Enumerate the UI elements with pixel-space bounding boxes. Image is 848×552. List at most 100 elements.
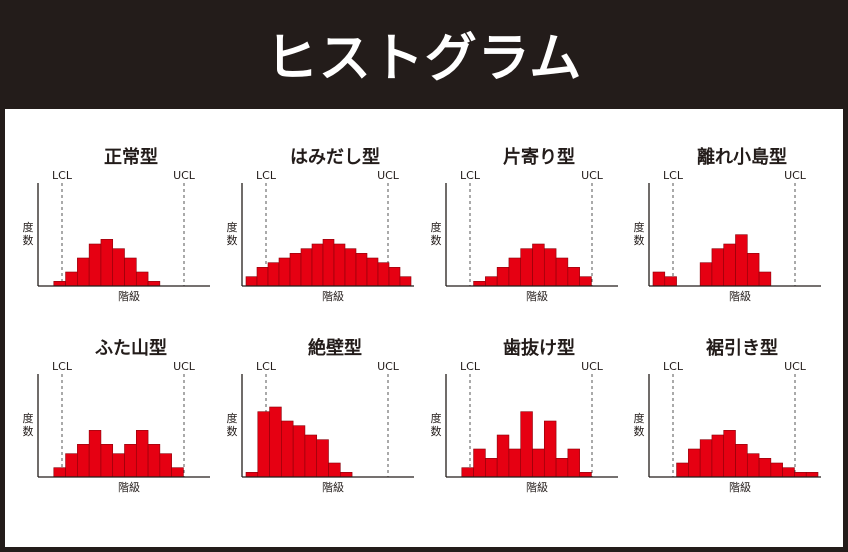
y-axis-label-bottom: 数	[227, 234, 238, 247]
histogram-bar	[461, 467, 474, 478]
histogram-bar	[278, 257, 291, 287]
histogram-bar	[579, 472, 592, 478]
x-axis-label: 階級	[118, 480, 140, 494]
histogram-bar	[746, 253, 760, 287]
lcl-label: LCL	[52, 169, 73, 182]
x-axis-label: 階級	[322, 480, 344, 494]
ucl-label: UCL	[784, 169, 807, 182]
histogram-bar	[688, 448, 701, 478]
histogram-bar	[355, 253, 368, 287]
lcl-label: LCL	[663, 169, 684, 182]
histogram-bar	[676, 462, 689, 478]
histogram-bar	[289, 253, 302, 287]
chart-title: ふた山型	[95, 337, 167, 359]
histogram-bar	[77, 444, 90, 478]
histogram-bar	[65, 271, 78, 287]
histogram-bar	[112, 248, 125, 287]
ucl-label: UCL	[784, 360, 807, 373]
histogram-bar	[339, 472, 353, 478]
histogram-bar	[782, 467, 795, 478]
ucl-label: UCL	[173, 360, 196, 373]
x-axis-label: 階級	[322, 289, 344, 303]
histogram-bar	[805, 472, 819, 478]
lcl-label: LCL	[256, 360, 277, 373]
histogram-bar	[333, 243, 346, 287]
histogram-bar	[699, 262, 713, 287]
y-axis-label-bottom: 数	[634, 425, 645, 438]
histogram-bar	[699, 439, 713, 478]
histogram-bar	[485, 276, 498, 287]
histogram-bar	[723, 243, 736, 287]
chart-title: 裾引き型	[706, 337, 778, 359]
histogram-bar	[135, 430, 149, 478]
x-axis-label: 階級	[526, 480, 548, 494]
y-axis-label-top: 度	[23, 411, 34, 425]
y-axis-label-bottom: 数	[431, 425, 442, 438]
histogram-bar	[53, 467, 66, 478]
histogram-bar	[245, 472, 259, 478]
histogram-bar	[366, 257, 379, 287]
chart-title: 正常型	[104, 146, 158, 168]
y-axis-label-bottom: 数	[634, 234, 645, 247]
histogram-bar	[53, 281, 66, 287]
histogram-bar	[567, 448, 580, 478]
histogram-bar	[555, 458, 569, 478]
y-axis-label-top: 度	[23, 220, 34, 234]
histogram-bar	[579, 276, 592, 287]
histogram-bar	[292, 425, 306, 478]
histogram-bar	[147, 281, 161, 287]
histogram-bar	[746, 453, 760, 478]
histogram-bar	[328, 462, 341, 478]
histogram-bar	[245, 276, 258, 287]
x-axis-label: 階級	[729, 289, 751, 303]
histogram-bar	[735, 234, 748, 287]
histogram-bar	[88, 430, 102, 478]
histogram-bar	[473, 281, 486, 287]
ucl-label: UCL	[581, 169, 604, 182]
histogram-bar	[135, 271, 149, 287]
lcl-label: LCL	[663, 360, 684, 373]
histogram-bar	[267, 262, 280, 287]
histogram-bar	[735, 444, 748, 478]
histogram-bar	[770, 462, 783, 478]
y-axis-label-top: 度	[634, 220, 645, 234]
histogram-bar	[399, 276, 412, 287]
histogram-bar	[300, 248, 313, 287]
y-axis-label-bottom: 数	[23, 425, 34, 438]
y-axis-label-top: 度	[227, 220, 238, 234]
histogram-bar	[256, 267, 269, 287]
ucl-label: UCL	[173, 169, 196, 182]
histogram-bar	[112, 453, 125, 478]
histogram-bar	[377, 262, 390, 287]
histogram-bar	[100, 239, 114, 287]
histogram-bar	[100, 444, 114, 478]
y-axis-label-top: 度	[431, 411, 442, 425]
y-axis-label-top: 度	[634, 411, 645, 425]
lcl-label: LCL	[256, 169, 277, 182]
chart-title: 片寄り型	[503, 146, 575, 168]
histogram-bar	[171, 467, 184, 478]
y-axis-label-top: 度	[227, 411, 238, 425]
x-axis-label: 階級	[118, 289, 140, 303]
histogram-bar	[758, 271, 772, 287]
histogram-bar	[532, 448, 545, 478]
histogram-bar	[520, 248, 533, 287]
histogram-bar	[269, 406, 282, 478]
chart-title: 歯抜け型	[503, 337, 575, 359]
histogram-bar	[77, 257, 90, 287]
histogram-bar	[794, 472, 807, 478]
y-axis-label-bottom: 数	[227, 425, 238, 438]
histogram-bar	[147, 444, 161, 478]
histogram-bar	[124, 257, 137, 287]
histogram-bar	[304, 434, 318, 478]
histogram-bar	[388, 267, 401, 287]
histogram-bar	[520, 411, 533, 478]
histogram-bar	[711, 248, 725, 287]
histogram-bar	[508, 448, 522, 478]
x-axis-label: 階級	[526, 289, 548, 303]
chart-title: 離れ小島型	[697, 146, 787, 168]
histogram-bar	[567, 267, 580, 287]
y-axis-label-top: 度	[431, 220, 442, 234]
histogram-bar	[532, 243, 545, 287]
lcl-label: LCL	[52, 360, 73, 373]
